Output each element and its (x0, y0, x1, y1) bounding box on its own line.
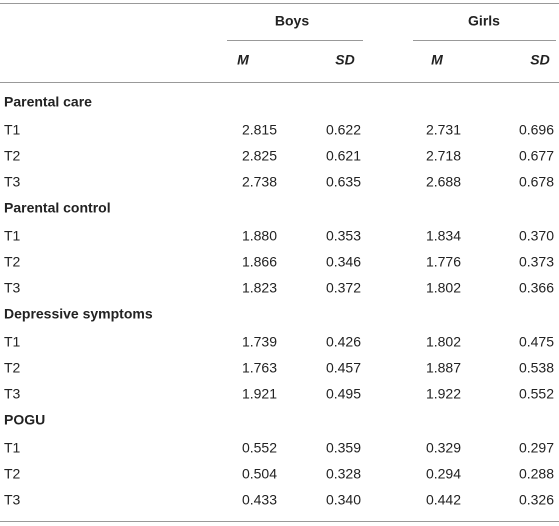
cell: 1.834 (426, 228, 461, 244)
cell: 0.677 (519, 148, 554, 164)
section-label: Parental control (4, 200, 111, 216)
cell: 0.366 (519, 280, 554, 296)
stat-header: M (431, 52, 443, 68)
cell: 0.373 (519, 254, 554, 270)
cell: 0.635 (326, 174, 361, 190)
stat-header: M (237, 52, 249, 68)
cell: 0.538 (519, 360, 554, 376)
cell: 1.823 (242, 280, 277, 296)
cell: 0.621 (326, 148, 361, 164)
cell: 0.297 (519, 440, 554, 456)
row-label: T1 (4, 334, 21, 350)
cell: 1.802 (426, 280, 461, 296)
cell: 1.921 (242, 386, 277, 402)
row-label: T1 (4, 440, 21, 456)
cell: 0.426 (326, 334, 361, 350)
row-label: T3 (4, 386, 21, 402)
cell: 1.880 (242, 228, 277, 244)
cell: 0.475 (519, 334, 554, 350)
cell: 2.731 (426, 122, 461, 138)
section-label: Parental care (4, 94, 92, 110)
cell: 0.495 (326, 386, 361, 402)
section-label: POGU (4, 412, 45, 428)
row-label: T1 (4, 122, 21, 138)
cell: 0.328 (326, 466, 361, 482)
cell: 2.815 (242, 122, 277, 138)
cell: 0.326 (519, 492, 554, 508)
cell: 0.504 (242, 466, 277, 482)
group-header: Girls (468, 13, 500, 29)
cell: 2.738 (242, 174, 277, 190)
cell: 0.370 (519, 228, 554, 244)
cell: 0.433 (242, 492, 277, 508)
cell: 0.442 (426, 492, 461, 508)
cell: 0.552 (242, 440, 277, 456)
stat-header: SD (335, 52, 354, 68)
stat-header: SD (530, 52, 549, 68)
row-label: T1 (4, 228, 21, 244)
cell: 1.802 (426, 334, 461, 350)
cell: 0.294 (426, 466, 461, 482)
row-label: T2 (4, 466, 21, 482)
cell: 2.718 (426, 148, 461, 164)
cell: 0.372 (326, 280, 361, 296)
cell: 1.739 (242, 334, 277, 350)
cell: 0.346 (326, 254, 361, 270)
row-label: T2 (4, 254, 21, 270)
cell: 0.678 (519, 174, 554, 190)
cell: 0.622 (326, 122, 361, 138)
cell: 1.922 (426, 386, 461, 402)
cell: 1.887 (426, 360, 461, 376)
cell: 0.359 (326, 440, 361, 456)
cell: 1.866 (242, 254, 277, 270)
cell: 2.688 (426, 174, 461, 190)
row-label: T2 (4, 360, 21, 376)
cell: 0.696 (519, 122, 554, 138)
row-label: T3 (4, 280, 21, 296)
row-label: T3 (4, 174, 21, 190)
row-label: T2 (4, 148, 21, 164)
cell: 0.457 (326, 360, 361, 376)
cell: 1.776 (426, 254, 461, 270)
cell: 0.353 (326, 228, 361, 244)
cell: 0.340 (326, 492, 361, 508)
cell: 0.288 (519, 466, 554, 482)
cell: 0.552 (519, 386, 554, 402)
cell: 2.825 (242, 148, 277, 164)
section-label: Depressive symptoms (4, 306, 153, 322)
group-header: Boys (275, 13, 309, 29)
cell: 0.329 (426, 440, 461, 456)
row-label: T3 (4, 492, 21, 508)
cell: 1.763 (242, 360, 277, 376)
